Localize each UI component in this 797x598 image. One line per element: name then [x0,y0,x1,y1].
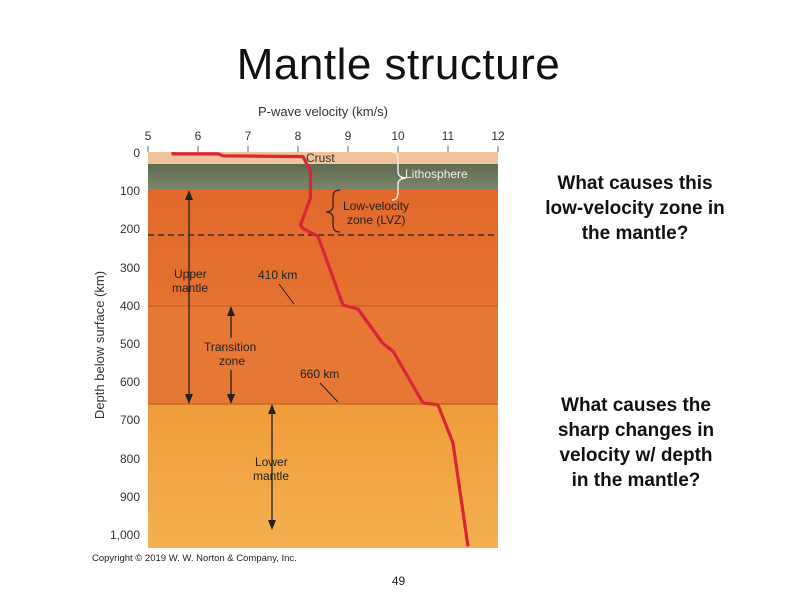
x-tick-11: 11 [442,129,455,143]
upper-mantle-label-line1: Upper [174,267,207,281]
y-axis-title: Depth below surface (km) [92,271,107,419]
lower-mantle-band [148,404,498,548]
lvz-brace [325,189,341,233]
x-tick-8: 8 [295,129,302,143]
question-line: velocity w/ depth [559,445,713,466]
lower-mantle-label-line2: mantle [253,469,289,483]
y-tick-300: 300 [120,261,140,275]
y-tick-700: 700 [120,413,140,427]
boundary-410-leader [278,283,295,305]
question-low-velocity-zone: What causes this low-velocity zone in th… [512,171,758,246]
y-tick-200: 200 [120,222,140,236]
y-tick-1000: 1,000 [110,528,140,542]
upper-mantle-label-line2: mantle [172,281,208,295]
transition-zone-label-line1: Transition [204,340,256,354]
y-tick-900: 900 [120,490,140,504]
lower-mantle-arrow [268,404,276,530]
boundary-410-label: 410 km [258,268,297,282]
lvz-label-line1: Low-velocity [343,199,409,213]
x-tick-6: 6 [195,129,202,143]
lower-mantle-label-line1: Lower [255,455,288,469]
x-axis-title: P-wave velocity (km/s) [258,104,388,119]
x-tick-marks [147,146,499,152]
lvz-label-line2: zone (LVZ) [347,213,405,227]
crust-label: Crust [306,151,335,165]
x-tick-9: 9 [345,129,352,143]
boundary-660-label: 660 km [300,367,339,381]
x-tick-10: 10 [391,129,405,143]
question-line: What causes the [561,395,711,416]
lithosphere-label: Lithosphere [405,167,468,181]
lithosphere-brace [391,151,407,201]
upper-mantle-arrow [185,190,193,404]
question-line: in the mantle? [571,470,701,491]
slide-title: Mantle structure [236,40,561,89]
transition-zone-arrow [227,306,235,404]
boundary-660-leader [319,382,339,403]
page-number: 49 [391,574,406,588]
y-tick-100: 100 [120,184,140,198]
x-tick-labels: 5 6 7 8 9 10 11 12 [145,129,505,143]
x-tick-5: 5 [145,129,152,143]
question-sharp-changes: What causes the sharp changes in velocit… [520,393,752,493]
y-tick-600: 600 [120,375,140,389]
transition-zone-label-line2: zone [219,354,245,368]
question-line: sharp changes in [557,420,715,441]
velocity-curve [171,152,470,547]
lithosphere-band [148,164,498,190]
y-tick-400: 400 [120,299,140,313]
x-tick-7: 7 [245,129,252,143]
copyright-notice: Copyright © 2019 W. W. Norton & Company,… [92,553,297,564]
question-line: the mantle? [581,223,689,244]
question-line: What causes this [557,173,713,194]
transition-zone-band-fill [148,306,498,404]
question-line: low-velocity zone in [545,198,725,219]
y-tick-500: 500 [120,337,140,351]
y-tick-0: 0 [133,146,140,160]
y-tick-800: 800 [120,452,140,466]
y-tick-labels: 0 100 200 300 400 500 600 700 800 900 1,… [110,146,140,542]
x-tick-12: 12 [491,129,505,143]
